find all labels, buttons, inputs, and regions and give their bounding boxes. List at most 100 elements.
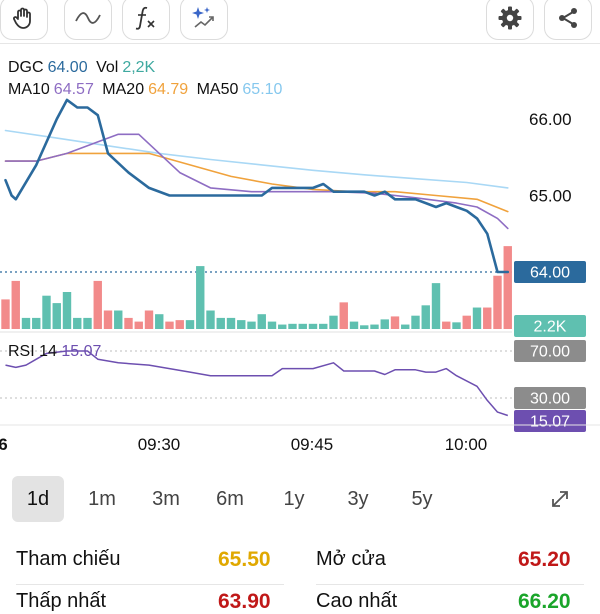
settings-button[interactable] xyxy=(486,0,534,40)
ma50-line xyxy=(4,129,509,189)
volume-bar xyxy=(11,280,20,329)
volume-bar xyxy=(401,324,410,329)
ma50-label: MA50 xyxy=(196,81,239,98)
volume-bar xyxy=(226,317,236,329)
expand-button[interactable] xyxy=(536,476,584,522)
period-3y[interactable]: 3y xyxy=(347,487,369,510)
high-price-label: Cao nhất xyxy=(316,590,398,612)
volume-bar xyxy=(339,302,348,329)
volume-bar xyxy=(52,303,61,329)
volume-bar xyxy=(206,310,215,329)
volume-bar xyxy=(462,315,471,329)
low-price-value: 63.90 xyxy=(218,590,271,613)
volume-bar xyxy=(196,266,205,329)
volume-bar xyxy=(247,321,256,329)
chart-toolbar xyxy=(0,0,600,42)
function-icon xyxy=(135,6,155,30)
volume-bar xyxy=(329,315,338,329)
volume-bar xyxy=(21,317,31,329)
stock-chart[interactable]: RSI 14 15.07 66.00 65.00 64.00 2.2K 70.00 30.… xyxy=(0,96,600,466)
volume-bars xyxy=(1,246,512,329)
ma50-value: 65.10 xyxy=(242,81,283,98)
volume-bar xyxy=(144,310,154,329)
volume-bar xyxy=(185,320,195,329)
volume-bar xyxy=(308,323,318,329)
stats-divider-right xyxy=(316,584,584,585)
period-3m[interactable]: 3m xyxy=(152,487,180,510)
volume-bar xyxy=(83,317,92,329)
period-1d[interactable]: 1d xyxy=(12,476,64,522)
volume-bar xyxy=(257,314,266,329)
rsi-panel: RSI 14 15.07 xyxy=(0,343,512,417)
volume-bar xyxy=(73,317,82,329)
open-price-value: 65.20 xyxy=(518,548,571,571)
rsi-label: RSI 14 15.07 xyxy=(8,343,102,360)
current-price-label: 64.00 xyxy=(530,265,570,282)
volume-bar xyxy=(380,319,389,329)
volume-bar xyxy=(411,315,420,329)
volume-bar xyxy=(103,310,113,329)
rsi-lower-label-box xyxy=(514,387,586,409)
price-lines xyxy=(4,98,510,274)
volume-bar xyxy=(370,324,379,329)
volume-bar xyxy=(288,323,297,329)
current-volume-label-box xyxy=(514,315,586,337)
volume-bar xyxy=(421,305,430,329)
volume-bar xyxy=(319,323,328,329)
ma-legend: MA10 64.57 MA20 64.79 MA50 65.10 xyxy=(8,81,286,99)
vol-label: Vol xyxy=(96,59,119,76)
chart-grid xyxy=(0,271,512,333)
open-price-label: Mở cửa xyxy=(316,548,386,570)
volume-bar xyxy=(42,295,51,329)
period-1y[interactable]: 1y xyxy=(283,487,305,510)
period-6m[interactable]: 6m xyxy=(216,487,244,510)
volume-bar xyxy=(431,283,441,329)
last-price: 64.00 xyxy=(47,59,88,76)
line-tool-button[interactable] xyxy=(64,0,112,40)
ma10-value: 64.57 xyxy=(53,81,94,98)
time-tick-cut: 6 xyxy=(0,435,8,454)
expand-icon xyxy=(552,491,568,507)
time-tick-0930: 09:30 xyxy=(138,435,181,454)
high-price-value: 66.20 xyxy=(518,590,571,613)
rsi-lower-label: 30.00 xyxy=(530,391,570,408)
period-1m[interactable]: 1m xyxy=(88,487,116,510)
sparkle-trend-tool-button[interactable] xyxy=(180,0,228,40)
hand-icon xyxy=(13,7,31,29)
volume-bar xyxy=(1,299,10,329)
ma20-line xyxy=(4,152,509,213)
rsi-upper-label: 70.00 xyxy=(530,344,570,361)
low-price-label: Thấp nhất xyxy=(16,590,107,612)
rsi-current-label: 15.07 xyxy=(530,414,570,431)
hand-tool-button[interactable] xyxy=(0,0,48,40)
symbol-label: DGC xyxy=(8,59,44,76)
chart-axes: 66.00 65.00 64.00 2.2K 70.00 30.00 15.07 6 09:30… xyxy=(0,110,600,454)
ma10-label: MA10 xyxy=(8,81,50,98)
volume-bar xyxy=(32,317,41,329)
rsi-upper-label-box xyxy=(514,340,586,362)
volume-bar xyxy=(360,325,369,329)
price-tick-66: 66.00 xyxy=(529,110,572,129)
wave-line-icon xyxy=(75,12,101,24)
rsi-line xyxy=(5,350,509,417)
time-tick-0945: 09:45 xyxy=(291,435,334,454)
toolbar-divider xyxy=(0,43,600,44)
gear-icon xyxy=(498,6,522,30)
volume-bar xyxy=(298,323,307,329)
volume-bar xyxy=(155,314,164,329)
price-tick-65: 65.00 xyxy=(529,187,572,206)
volume-bar xyxy=(165,321,174,329)
share-button[interactable] xyxy=(544,0,592,40)
ma20-label: MA20 xyxy=(102,81,145,98)
price-legend: DGC 64.00 Vol 2,2K xyxy=(8,59,159,77)
ref-price-value: 65.50 xyxy=(218,548,271,571)
function-tool-button[interactable] xyxy=(122,0,170,40)
ref-price-label: Tham chiếu xyxy=(16,548,121,570)
current-volume-label: 2.2K xyxy=(534,319,567,336)
stats-panel: Tham chiếu 65.50 Mở cửa 65.20 Thấp nhất … xyxy=(0,540,600,613)
period-5y[interactable]: 5y xyxy=(411,487,433,510)
volume-bar xyxy=(349,321,359,329)
ma20-value: 64.79 xyxy=(148,81,189,98)
volume-bar xyxy=(237,320,246,329)
volume-value: 2,2K xyxy=(122,59,156,76)
